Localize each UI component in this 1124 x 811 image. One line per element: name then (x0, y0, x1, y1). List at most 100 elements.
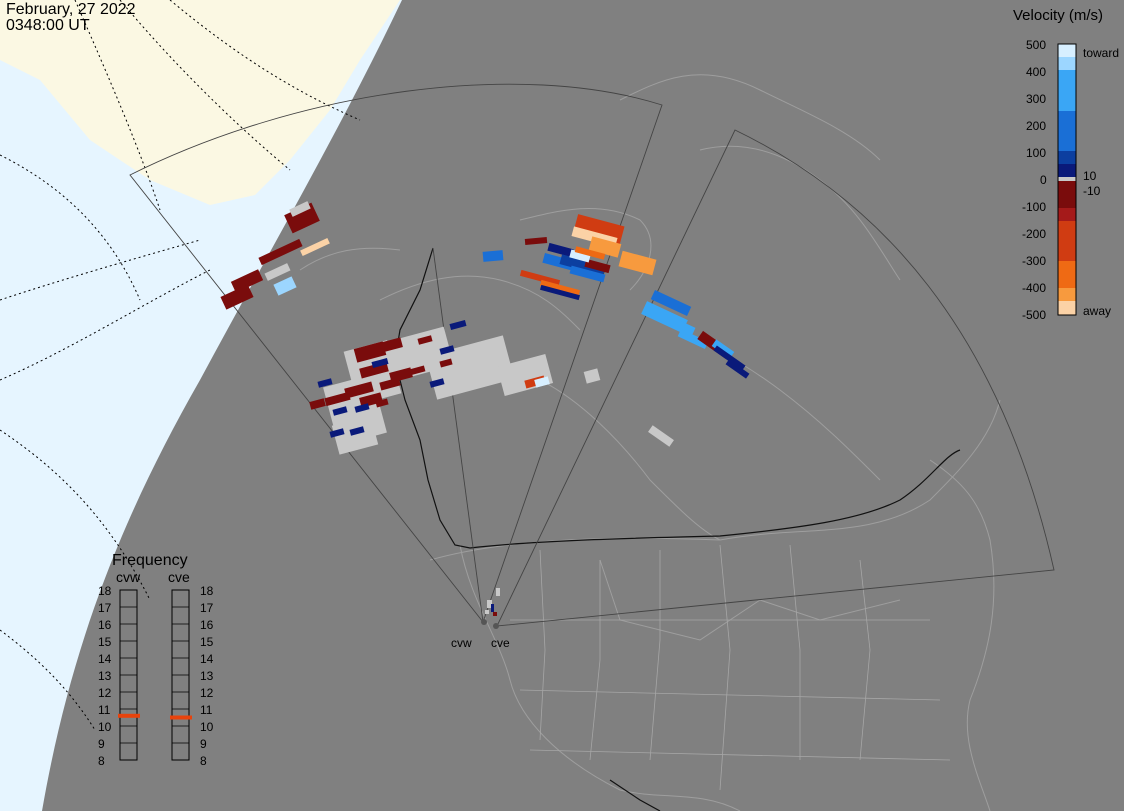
frequency-scale-label-left: 18 (98, 584, 112, 598)
frequency-scale-label-right: 15 (200, 635, 214, 649)
scatter-cell (324, 391, 351, 407)
scatter-cell (491, 604, 494, 612)
frequency-scale-label-right: 8 (200, 754, 207, 768)
scatter-cell (588, 236, 622, 258)
colorbar-segment (1058, 138, 1076, 151)
scatter-cell (284, 202, 320, 234)
scatter-cell (317, 378, 333, 388)
coastlines (299, 74, 1001, 811)
scatter-cell (379, 377, 401, 391)
colorbar-away-label: away (1083, 304, 1111, 318)
frequency-scale-label-right: 12 (200, 686, 214, 700)
colorbar-segment (1058, 70, 1076, 97)
scatter-cell (353, 341, 387, 363)
colorbar-segment (1058, 44, 1076, 57)
colorbar-segment (1058, 194, 1076, 208)
scatter-cell (569, 265, 606, 283)
colorbar-segment (1058, 301, 1076, 315)
frequency-scale-label-left: 13 (98, 669, 112, 683)
scatter-cell (559, 254, 606, 276)
colorbar-segment (1058, 208, 1076, 221)
sunlit-land (0, 0, 400, 205)
colorbar-title: Velocity (m/s) (1013, 7, 1103, 24)
scatter-cell (584, 258, 611, 274)
fov-outlines (129, 83, 1055, 627)
colorbar-tick-label: 0 (1040, 173, 1047, 187)
scatter-cell (539, 279, 581, 297)
frequency-label-cve: cve (168, 569, 190, 585)
frequency-scale-label-right: 9 (200, 737, 207, 751)
scatter-cell (569, 249, 591, 263)
frequency-scale-label-right: 14 (200, 652, 214, 666)
frequency-marker-cvw (118, 713, 140, 718)
scatter-cell (487, 600, 492, 608)
station-label-cve: cve (491, 636, 510, 650)
scatter-cell (713, 345, 746, 371)
colorbar-segment (1058, 151, 1076, 164)
scatter-cell (677, 329, 709, 349)
scatter-cell (618, 250, 657, 276)
colorbar-tick-label: -400 (1022, 281, 1046, 295)
colorbar-segment (1058, 97, 1076, 111)
frequency-scale-label-left: 15 (98, 635, 112, 649)
colorbar-segment (1058, 261, 1076, 288)
frequency-panel: Frequency cvw cve 18 18 17 17 16 16 15 15 14 14 13… (98, 552, 214, 768)
colorbar-tick-label: -10 (1083, 184, 1101, 198)
frequency-scale-label-left: 11 (98, 703, 111, 717)
colorbar-tick-label: -200 (1022, 227, 1046, 241)
scatter-cell (659, 313, 696, 337)
scatter-cell (540, 284, 580, 301)
night-region (42, 0, 1124, 811)
frequency-scale-label-left: 14 (98, 652, 112, 666)
radar-stations: cvw cve (451, 619, 510, 650)
scatter-cell (230, 269, 264, 293)
frequency-scale-label-right: 11 (200, 703, 213, 717)
colorbar-tick-label: 400 (1026, 65, 1046, 79)
frequency-scale-label-right: 16 (200, 618, 214, 632)
colorbar-tick-label: 100 (1026, 146, 1046, 160)
colorbar-segment (1058, 164, 1076, 177)
scatter-cell (429, 378, 445, 388)
colorbar-tick-label: 10 (1083, 169, 1097, 183)
frequency-scale-label-right: 13 (200, 669, 214, 683)
colorbar-tick-label: -300 (1022, 254, 1046, 268)
colorbar-tick-label: 500 (1026, 38, 1046, 52)
velocity-colorbar: Velocity (m/s) 500400300200100100-10-100… (1013, 7, 1119, 322)
scatter-cell (496, 588, 500, 596)
frequency-scale-label-left: 9 (98, 737, 105, 751)
backscatter-cells (220, 201, 750, 616)
scatter-cell (439, 345, 455, 355)
frequency-scale-label-left: 8 (98, 754, 105, 768)
country-borders (394, 247, 961, 811)
scatter-cell (344, 381, 374, 399)
scatter-cell (354, 403, 370, 413)
scatter-cell (404, 365, 426, 377)
scatter-cell (258, 238, 303, 266)
colorbar-segment (1058, 181, 1076, 194)
station-label-cvw: cvw (451, 636, 472, 650)
colorbar-segment (1058, 177, 1076, 181)
graticule (0, 0, 361, 731)
time-label: 0348:00 UT (6, 17, 90, 34)
frequency-scale-label-left: 16 (98, 618, 112, 632)
scatter-cell (534, 376, 550, 388)
frequency-scale-label-right: 18 (200, 584, 214, 598)
scatter-cell (439, 358, 453, 368)
colorbar-tick-label: -500 (1022, 308, 1046, 322)
scatter-cell (417, 335, 433, 345)
scatter-cell (329, 428, 345, 438)
colorbar-tick-label: -100 (1022, 200, 1046, 214)
colorbar-segment (1058, 221, 1076, 248)
scatter-cell (519, 269, 561, 287)
scatter-cell (332, 406, 348, 416)
scatter-cell (485, 610, 489, 614)
frequency-label-cvw: cvw (116, 569, 141, 585)
scatter-cell (648, 425, 674, 447)
scatter-cell (547, 242, 574, 258)
colorbar-tick-label: 200 (1026, 119, 1046, 133)
colorbar-segment (1058, 111, 1076, 138)
state-borders (510, 544, 951, 791)
scatter-cell (449, 320, 467, 330)
